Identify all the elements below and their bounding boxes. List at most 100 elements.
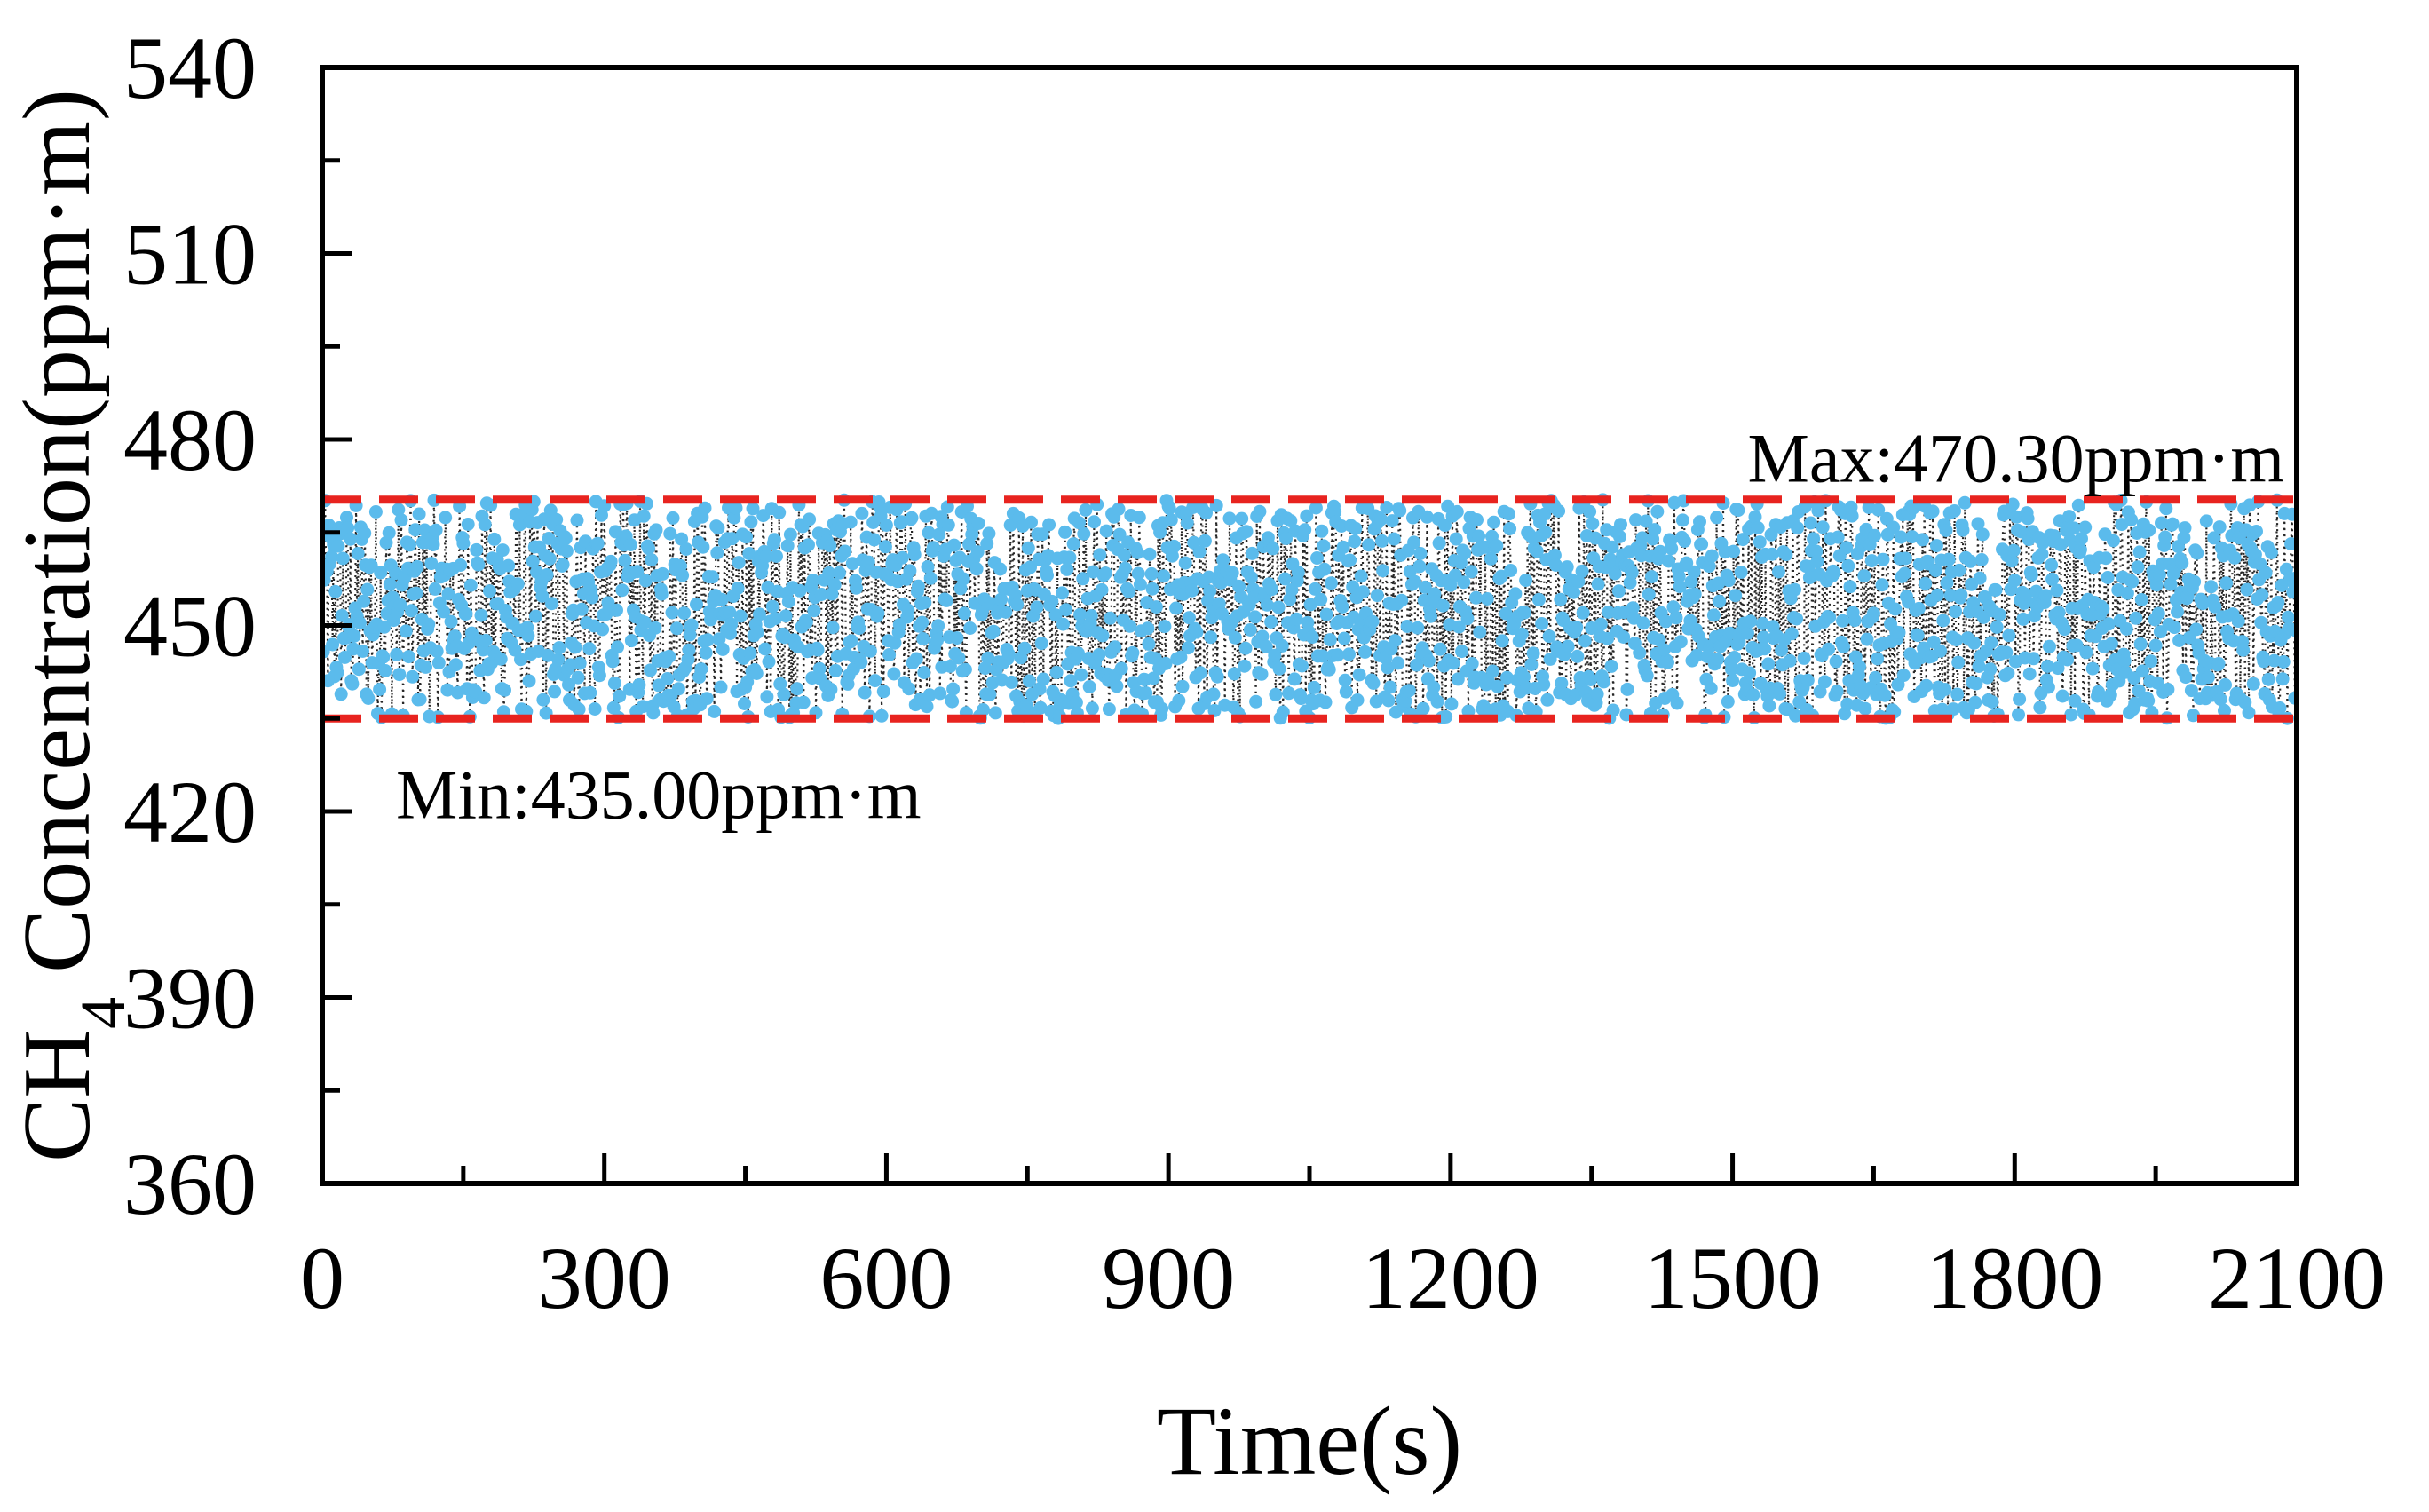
data-point [1416, 701, 1430, 716]
data-point [1657, 643, 1671, 657]
data-point [803, 512, 817, 526]
data-point [1625, 566, 1639, 580]
data-point [463, 578, 478, 592]
data-point [1611, 584, 1626, 598]
data-point [712, 632, 726, 646]
data-point [946, 682, 961, 696]
data-point [1185, 583, 1199, 598]
data-point [878, 540, 892, 554]
data-point [1840, 541, 1854, 555]
data-point [2129, 611, 2143, 625]
data-point [1030, 600, 1044, 614]
data-point [731, 582, 745, 595]
data-point [1571, 574, 1586, 589]
data-point [352, 662, 366, 677]
data-point [1976, 610, 1990, 624]
data-point [1203, 584, 1217, 598]
data-point [644, 663, 658, 677]
data-point [1706, 608, 1721, 622]
data-point [767, 533, 781, 547]
data-point [744, 515, 758, 529]
data-point [2107, 534, 2120, 548]
data-point [1661, 655, 1674, 669]
data-point [1085, 701, 1099, 716]
data-point [1680, 556, 1694, 570]
data-point [1235, 511, 1249, 526]
data-point [826, 621, 840, 635]
data-point [1438, 519, 1452, 533]
data-point [1810, 555, 1824, 569]
data-point [526, 554, 540, 568]
data-point [1689, 648, 1704, 662]
data-point [351, 547, 365, 560]
x-tick-label: 300 [538, 1229, 671, 1327]
data-point [2184, 684, 2198, 698]
data-point [399, 624, 413, 638]
data-point [1727, 544, 1741, 558]
data-point [1764, 527, 1778, 542]
data-point [1710, 511, 1724, 525]
data-point [1853, 660, 1866, 674]
data-point [765, 599, 779, 614]
data-point [1349, 521, 1363, 535]
data-point [1104, 611, 1117, 625]
data-point [2027, 652, 2040, 666]
data-point [1984, 636, 1998, 650]
data-point [1033, 701, 1048, 715]
data-point [487, 532, 502, 546]
data-point [1938, 683, 1952, 696]
data-point [1635, 531, 1650, 545]
data-point [1549, 558, 1563, 572]
data-point [1112, 502, 1126, 516]
data-point [1259, 639, 1273, 653]
data-point [2005, 554, 2019, 568]
data-point [2043, 639, 2056, 653]
data-point [568, 640, 582, 654]
data-point [1126, 645, 1140, 660]
data-point [2179, 670, 2193, 685]
data-point [1617, 630, 1631, 644]
data-point [440, 683, 455, 697]
data-point [588, 702, 602, 716]
data-point [753, 607, 766, 621]
data-point [882, 648, 897, 661]
data-point [345, 677, 360, 691]
data-point [1336, 540, 1350, 554]
data-point [1503, 522, 1517, 535]
data-point [441, 587, 455, 601]
data-point [1422, 653, 1436, 668]
data-point [1308, 582, 1322, 596]
data-point [426, 538, 440, 551]
data-point [607, 677, 621, 690]
data-point [812, 661, 827, 676]
data-point [903, 564, 917, 578]
data-point [2257, 654, 2271, 669]
data-point [854, 655, 868, 669]
data-point [2155, 516, 2168, 530]
data-point [1472, 529, 1486, 543]
data-point [1066, 537, 1080, 551]
data-point [2133, 637, 2148, 651]
data-point [1305, 630, 1319, 645]
y-tick-label: 540 [123, 19, 257, 117]
data-point [1952, 563, 1966, 577]
data-point [556, 558, 570, 572]
data-point [1376, 564, 1390, 578]
data-point [999, 605, 1013, 619]
data-point [905, 511, 919, 525]
data-point [1164, 513, 1178, 527]
data-point [1439, 709, 1453, 724]
data-point [1518, 606, 1531, 620]
data-point [2078, 520, 2093, 534]
data-point [1789, 709, 1802, 723]
data-point [1687, 565, 1701, 579]
data-point [1266, 542, 1280, 556]
data-point [796, 695, 811, 709]
data-point [604, 554, 618, 568]
data-point [1762, 699, 1776, 713]
data-point [1508, 587, 1523, 601]
data-point [682, 643, 696, 657]
data-point [2250, 525, 2263, 538]
data-point [1869, 670, 1882, 685]
y-axis-ticks: 360 390 420 450 480 510 540 [123, 19, 352, 1233]
